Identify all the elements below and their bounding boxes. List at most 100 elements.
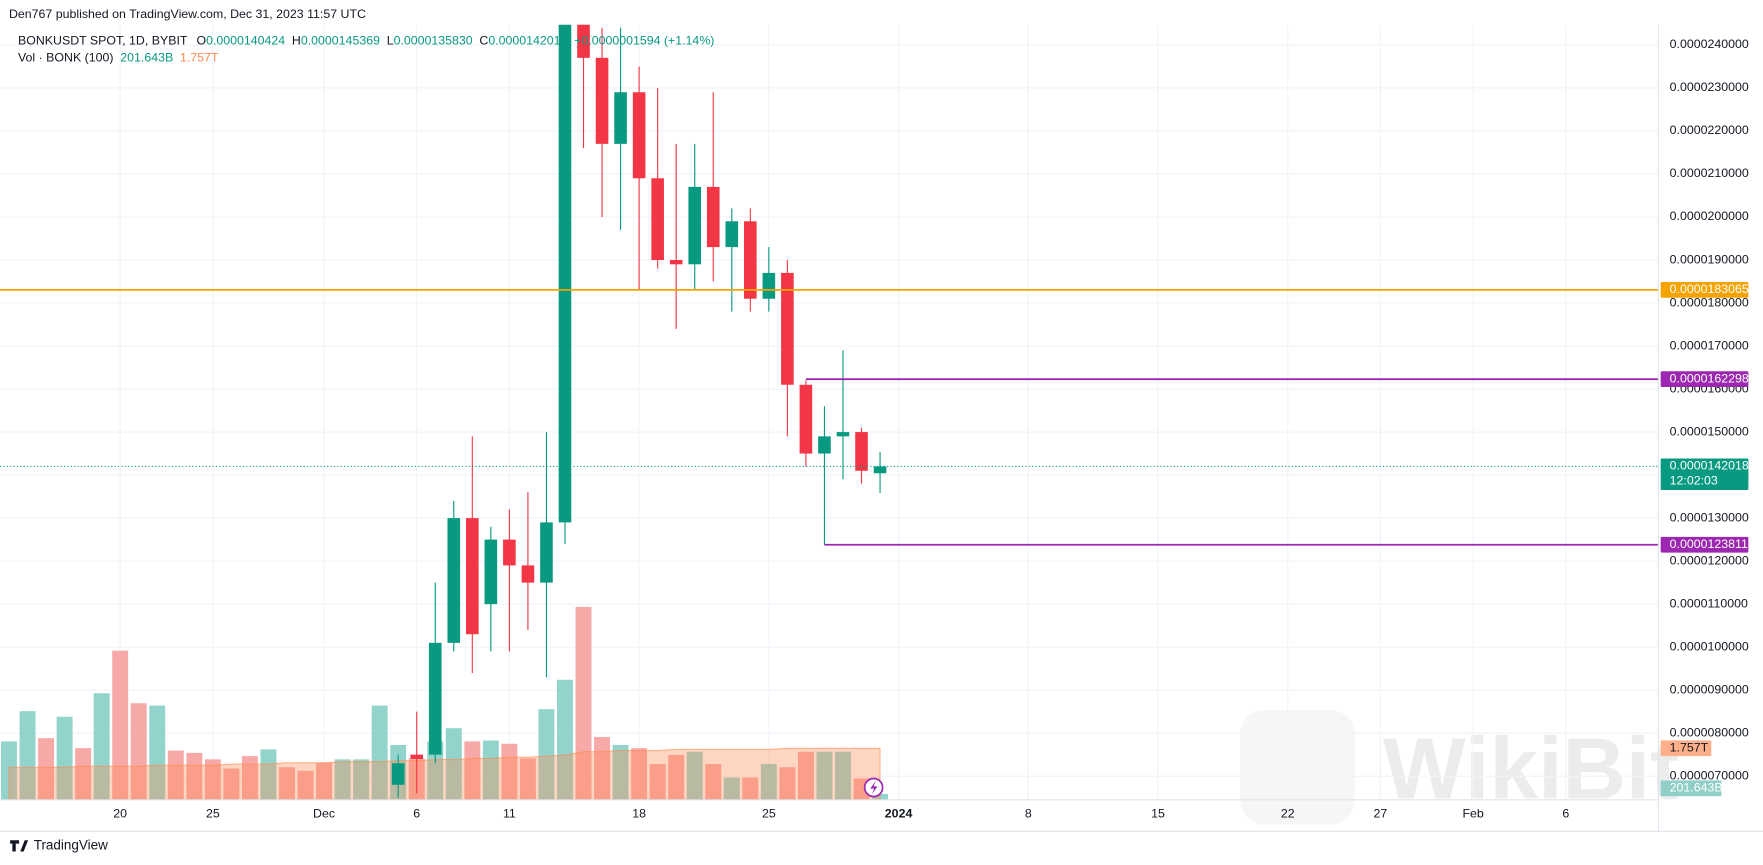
x-tick-label: 18: [632, 807, 646, 821]
candle-body: [706, 186, 720, 248]
volume-ma-label-box: [1660, 740, 1712, 757]
y-tick-label: 0.0000150000: [1670, 424, 1749, 438]
volume-bar: [19, 711, 36, 800]
candle-body: [614, 92, 627, 144]
legend-value: 0.0000145369: [301, 34, 380, 48]
volume-bar: [705, 764, 722, 800]
volume-bar: [464, 741, 481, 800]
x-tick-label: 6: [1562, 807, 1569, 821]
candle-body: [428, 642, 442, 755]
last-price-box: [1660, 458, 1749, 490]
volume-bar: [149, 705, 166, 800]
candle-body: [484, 539, 498, 605]
y-tick-label: 0.0000070000: [1670, 768, 1749, 782]
volume-bar: [241, 756, 258, 800]
level-label: 0.0000162298: [1670, 371, 1749, 385]
volume-bar: [371, 705, 388, 800]
legend-field: H: [292, 34, 301, 48]
volume-title: Vol · BONK (100): [18, 51, 114, 65]
volume-bar: [816, 751, 833, 800]
volume-ma-label: 1.757T: [1670, 741, 1709, 755]
volume-label: 201.643B: [1670, 781, 1723, 795]
volume-bar: [38, 738, 55, 800]
volume-bar: [204, 759, 221, 800]
volume-bar: [742, 777, 759, 800]
candle-body: [447, 518, 461, 643]
last-price-label: 0.0000142018: [1670, 459, 1749, 473]
candle-body: [725, 221, 739, 248]
y-tick-label: 0.0000220000: [1670, 123, 1749, 137]
candle-body: [762, 272, 776, 299]
legend-field: O: [196, 34, 206, 48]
volume-bar: [297, 770, 314, 800]
volume-bar: [93, 693, 110, 800]
footer: TradingView: [34, 837, 108, 852]
candle-body: [595, 57, 609, 144]
legend-field: C: [479, 34, 488, 48]
y-tick-label: 0.0000170000: [1670, 338, 1749, 352]
volume-bar: [427, 741, 444, 800]
volume-bar: [130, 703, 147, 800]
y-tick-label: 0.0000230000: [1670, 80, 1749, 94]
volume-bar: [668, 754, 685, 800]
volume-ma-area: [8, 747, 881, 800]
volume-bar: [279, 767, 295, 800]
volume-legend: Vol · BONK (100) 201.643B 1.757T: [18, 51, 219, 65]
volume-bar: [594, 737, 611, 800]
x-tick-label: 27: [1374, 807, 1388, 821]
volume-bar: [519, 758, 536, 800]
candle-body: [410, 754, 424, 759]
volume-bar: [56, 716, 73, 800]
legend-value: 0.0000135830: [394, 34, 473, 48]
candle-body: [558, 24, 572, 523]
candle-body: [688, 186, 702, 265]
candle-body: [781, 272, 794, 385]
legend-field: L: [387, 34, 394, 48]
legend-symbol: BONKUSDT SPOT, 1D, BYBIT: [18, 34, 188, 48]
volume-bar: [557, 679, 573, 800]
level-label-box: [1660, 281, 1749, 298]
x-tick-label: 11: [503, 807, 516, 821]
volume-ma-legend-value: 1.757T: [180, 51, 219, 65]
watermark: WikiBit: [1383, 719, 1679, 817]
y-tick-label: 0.0000190000: [1670, 252, 1749, 266]
y-tick-label: 0.0000210000: [1670, 166, 1749, 180]
volume-bar: [112, 650, 129, 800]
candle-body: [391, 763, 405, 785]
legend-value: 0.0000142018: [488, 34, 567, 48]
volume-bar: [353, 759, 370, 800]
volume-bar: [334, 759, 351, 800]
level-label: 0.0000183065: [1670, 282, 1749, 296]
volume-legend-value: 201.643B: [120, 51, 173, 65]
legend-change: +0.0000001594 (+1.14%): [574, 34, 714, 48]
bolt-icon: [863, 777, 884, 798]
y-tick-label: 0.0000100000: [1670, 639, 1749, 653]
y-tick-label: 0.0000080000: [1670, 725, 1749, 739]
candle-body: [836, 432, 850, 437]
x-tick-label: 22: [1281, 807, 1295, 821]
x-tick-label: Feb: [1462, 807, 1483, 821]
watermark-logo: [1240, 709, 1355, 825]
candle-body: [744, 221, 757, 299]
volume-bar: [316, 762, 333, 800]
volume-bar: [631, 748, 648, 800]
volume-bar: [723, 777, 740, 800]
volume-bar: [482, 740, 499, 800]
volume-bar: [686, 751, 703, 800]
x-tick-label: 6: [413, 807, 420, 821]
candle-body: [521, 565, 535, 583]
volume-bar: [760, 764, 777, 800]
y-tick-label: 0.0000090000: [1670, 682, 1749, 696]
x-tick-label: 2024: [885, 807, 913, 821]
candle-body: [799, 384, 813, 454]
candle-body: [632, 92, 646, 179]
candle-body: [503, 539, 516, 566]
candle-body: [669, 260, 683, 265]
publisher: Den767 published on TradingView.com, Dec…: [9, 7, 366, 21]
y-tick-label: 0.0000130000: [1670, 510, 1749, 524]
plot-layer: 0.0000070000 0.0000080000 0.0000090000 0.00…: [0, 24, 1749, 821]
volume-bar: [835, 751, 851, 800]
y-tick-label: 0.0000120000: [1670, 553, 1749, 567]
volume-bar: [167, 750, 184, 800]
level-label-box: [1660, 371, 1749, 388]
